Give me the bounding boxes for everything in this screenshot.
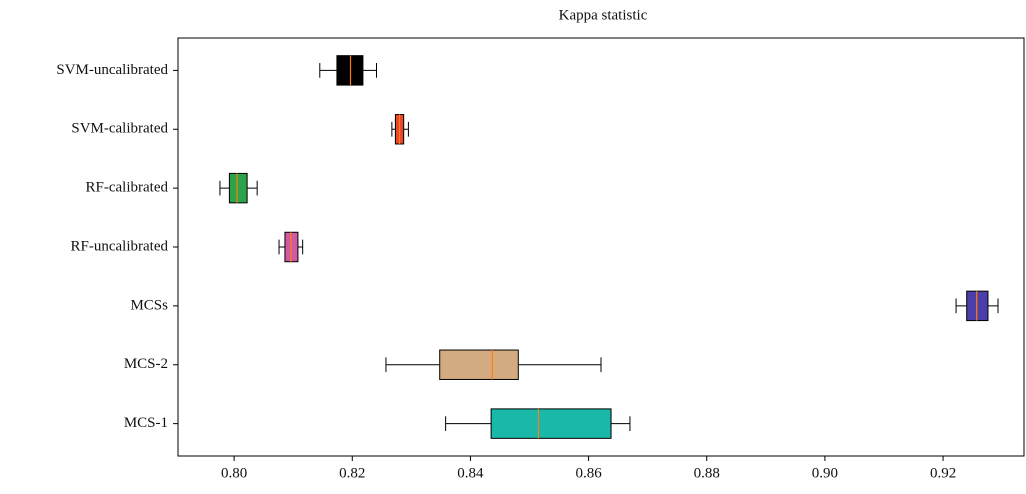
x-tick-label: 0.90 (812, 465, 838, 481)
y-tick-label: SVM-uncalibrated (56, 62, 168, 78)
x-tick-label: 0.86 (575, 465, 602, 481)
y-tick-label: MCSs (130, 297, 168, 313)
chart-title: Kappa statistic (559, 7, 648, 23)
box (490, 408, 612, 439)
y-tick-label: RF-calibrated (86, 180, 169, 196)
y-tick-label: MCS-2 (124, 356, 168, 372)
x-tick-label: 0.82 (339, 465, 365, 481)
x-tick-label: 0.92 (930, 465, 956, 481)
box (228, 172, 248, 204)
box (439, 349, 519, 380)
y-tick-label: MCS-1 (124, 415, 168, 431)
x-tick-label: 0.80 (221, 465, 247, 481)
plot-frame (177, 37, 1025, 457)
y-tick-label: RF-uncalibrated (71, 238, 169, 254)
y-tick-label: SVM-calibrated (71, 121, 168, 137)
x-tick-label: 0.88 (694, 465, 720, 481)
x-tick-label: 0.84 (457, 465, 484, 481)
